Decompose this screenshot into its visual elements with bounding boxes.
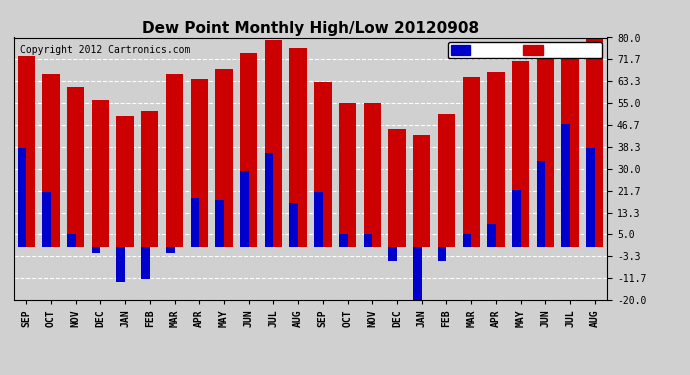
Bar (512, 190, 521, 248)
Bar (562, 124, 570, 248)
Bar (314, 192, 323, 248)
Title: Dew Point Monthly High/Low 20120908: Dew Point Monthly High/Low 20120908 (142, 21, 479, 36)
Bar (166, 248, 175, 253)
Bar (339, 103, 356, 248)
Bar (17, 148, 26, 248)
Bar (462, 234, 471, 248)
Bar (487, 72, 504, 248)
Bar (438, 114, 455, 248)
Bar (42, 74, 59, 248)
Bar (265, 40, 282, 248)
Bar (67, 87, 84, 248)
Bar (17, 56, 34, 248)
Bar (117, 248, 125, 282)
Bar (190, 80, 208, 248)
Bar (42, 192, 51, 248)
Bar (117, 116, 134, 248)
Bar (413, 135, 431, 248)
Bar (586, 148, 595, 248)
Bar (265, 153, 273, 248)
Bar (364, 103, 381, 248)
Bar (190, 198, 199, 248)
Bar (438, 248, 446, 261)
Bar (388, 129, 406, 248)
Bar (537, 56, 554, 248)
Bar (314, 82, 331, 248)
Bar (413, 248, 422, 300)
Bar (537, 161, 545, 248)
Text: Copyright 2012 Cartronics.com: Copyright 2012 Cartronics.com (20, 45, 190, 56)
Bar (462, 77, 480, 248)
Bar (586, 38, 604, 248)
Bar (487, 224, 496, 248)
Bar (240, 171, 248, 248)
Bar (339, 234, 348, 248)
Bar (290, 203, 298, 248)
Bar (141, 111, 159, 248)
Bar (512, 61, 529, 248)
Bar (290, 48, 307, 248)
Bar (67, 234, 76, 248)
Bar (388, 248, 397, 261)
Bar (215, 69, 233, 248)
Bar (562, 48, 579, 248)
Bar (240, 53, 257, 248)
Bar (364, 234, 373, 248)
Bar (215, 200, 224, 248)
Bar (92, 248, 100, 253)
Bar (166, 74, 183, 248)
Bar (141, 248, 150, 279)
Legend: Low  (°F), High  (°F): Low (°F), High (°F) (448, 42, 602, 58)
Bar (92, 100, 109, 248)
